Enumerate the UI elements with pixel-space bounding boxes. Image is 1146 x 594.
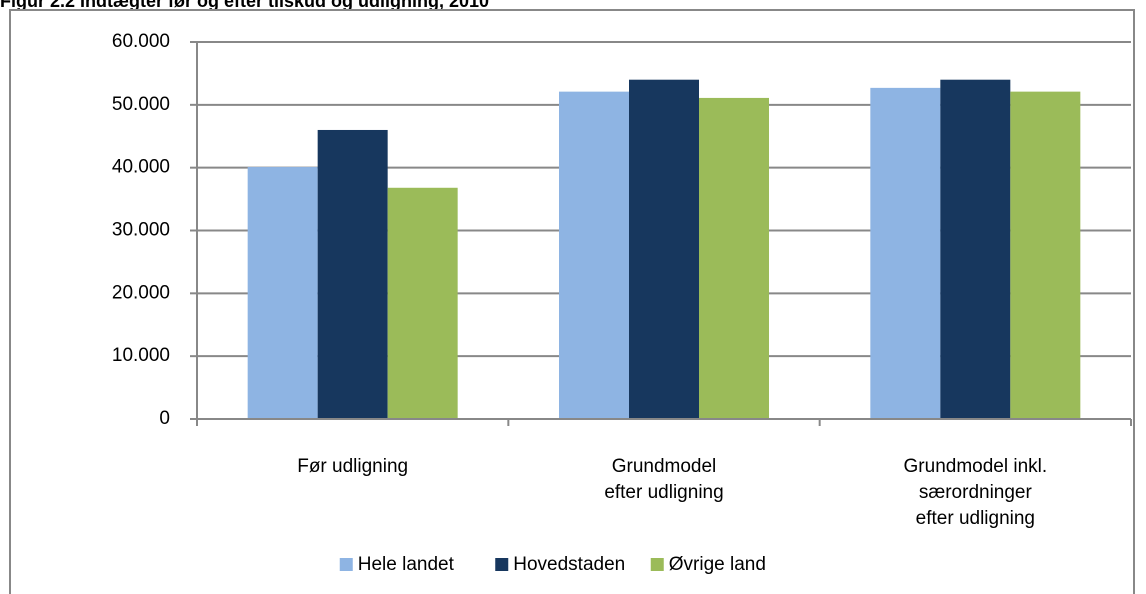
y-tick-label: 20.000 xyxy=(112,282,170,303)
legend-swatch xyxy=(495,558,509,571)
y-tick-label: 30.000 xyxy=(112,220,170,241)
y-tick-label: 40.000 xyxy=(112,157,170,178)
chart-frame xyxy=(9,9,1135,594)
bar xyxy=(247,167,318,419)
bar xyxy=(387,187,458,419)
bar xyxy=(699,97,769,420)
bar xyxy=(629,79,699,419)
bar xyxy=(940,79,1011,419)
bar xyxy=(870,87,941,419)
y-tick-label: 50.000 xyxy=(112,94,170,115)
x-tick-label: Grundmodel efter udligning xyxy=(604,456,723,503)
y-tick-label: 60.000 xyxy=(112,31,170,52)
legend-swatch xyxy=(650,558,664,571)
bar xyxy=(317,129,388,419)
bar xyxy=(559,91,629,419)
chart-title: Figur 2.2 Indtægter før og efter tilskud… xyxy=(0,0,489,11)
y-tick-label: 0 xyxy=(159,408,170,429)
x-tick-label: Grundmodel inkl. særordninger efter udlign… xyxy=(904,456,1048,529)
legend-label: Hovedstaden xyxy=(513,554,625,575)
y-tick-label: 10.000 xyxy=(112,345,170,366)
x-tick-label: Før udligning xyxy=(297,456,408,477)
bar xyxy=(1010,91,1081,419)
legend-swatch xyxy=(339,558,353,571)
legend-label: Øvrige land xyxy=(669,554,766,575)
legend-label: Hele landet xyxy=(358,554,455,575)
